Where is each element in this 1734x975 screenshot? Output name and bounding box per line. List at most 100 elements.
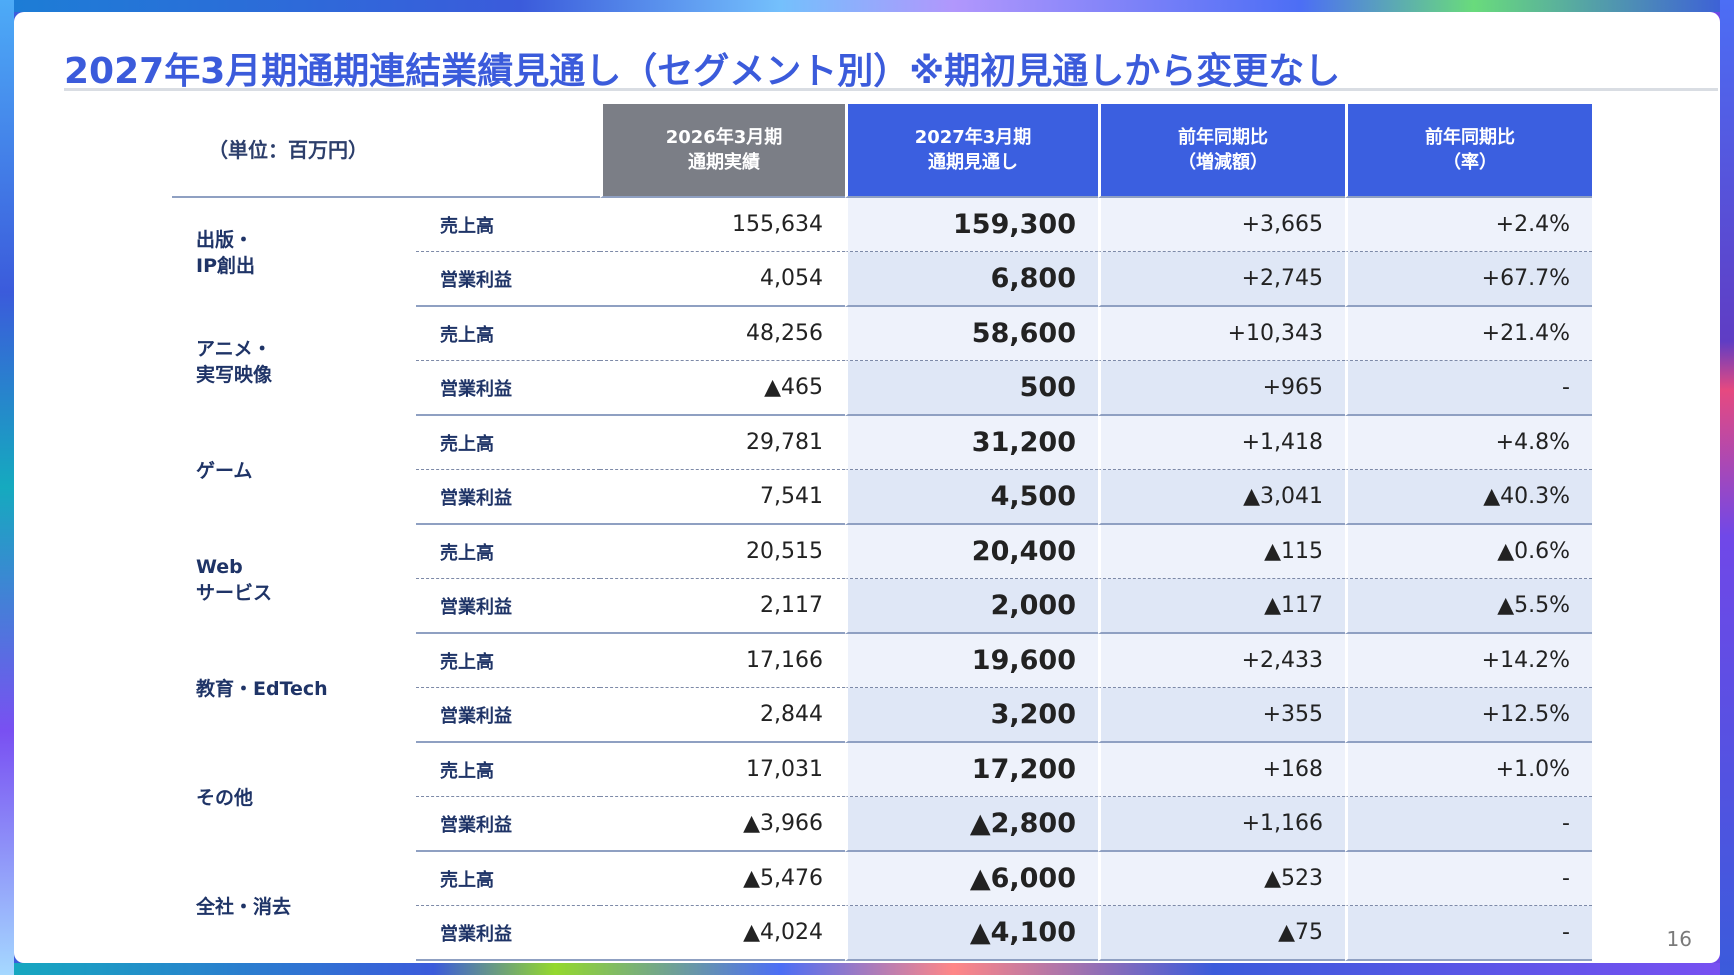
yoy-rate-value: +67.7% bbox=[1345, 252, 1592, 307]
page-title: 2027年3月期通期連結業績見通し（セグメント別）※期初見通しから変更なし bbox=[64, 51, 1341, 92]
segment-name: Web サービス bbox=[196, 555, 273, 604]
forecast-value: 3,200 bbox=[845, 688, 1098, 743]
metric-label: 売上高 bbox=[416, 416, 600, 470]
metric-label: 営業利益 bbox=[416, 906, 600, 961]
table-row: 営業利益 2,117 2,000 ▲117 ▲5.5% bbox=[172, 579, 1592, 634]
table-row: 営業利益 ▲4,024 ▲4,100 ▲75 - bbox=[172, 906, 1592, 961]
yoy-rate-value: +14.2% bbox=[1345, 634, 1592, 688]
yoy-rate-value: +1.0% bbox=[1345, 743, 1592, 797]
segment-forecast-table: （単位：百万円） 2026年3月期 通期実績 2027年3月期 通期見通し 前年同期… bbox=[172, 104, 1592, 961]
column-header-yoy-change: 前年同期比 （増減額） bbox=[1098, 104, 1345, 198]
metric-label: 売上高 bbox=[416, 525, 600, 579]
yoy-rate-value: ▲5.5% bbox=[1345, 579, 1592, 634]
table-row: 全社・消去 売上高 ▲5,476 ▲6,000 ▲523 - bbox=[172, 852, 1592, 918]
metric-label: 売上高 bbox=[416, 634, 600, 688]
forecast-value: 500 bbox=[845, 361, 1098, 416]
yoy-rate-value: - bbox=[1345, 797, 1592, 852]
yoy-change-value: +1,166 bbox=[1098, 797, 1345, 852]
title-divider bbox=[64, 88, 1718, 91]
yoy-rate-value: - bbox=[1345, 906, 1592, 961]
metric-label: 売上高 bbox=[416, 852, 600, 906]
forecast-value: 20,400 bbox=[845, 525, 1098, 579]
metric-label: 営業利益 bbox=[416, 688, 600, 743]
table-row: 営業利益 ▲465 500 +965 - bbox=[172, 361, 1592, 416]
metric-label: 営業利益 bbox=[416, 797, 600, 852]
yoy-change-value: +2,745 bbox=[1098, 252, 1345, 307]
forecast-value: 6,800 bbox=[845, 252, 1098, 307]
forecast-value: ▲4,100 bbox=[845, 906, 1098, 961]
segment-name: 全社・消去 bbox=[196, 895, 292, 918]
forecast-value: 31,200 bbox=[845, 416, 1098, 470]
page-number: 16 bbox=[1666, 927, 1692, 951]
yoy-rate-value: +12.5% bbox=[1345, 688, 1592, 743]
yoy-change-value: ▲3,041 bbox=[1098, 470, 1345, 525]
actual-value: 20,515 bbox=[600, 525, 845, 579]
actual-value: 7,541 bbox=[600, 470, 845, 525]
table-header-row: （単位：百万円） 2026年3月期 通期実績 2027年3月期 通期見通し 前年同期… bbox=[172, 104, 1592, 198]
table-row: 教育・EdTech 売上高 17,166 19,600 +2,433 +14.2… bbox=[172, 634, 1592, 700]
yoy-rate-value: - bbox=[1345, 361, 1592, 416]
actual-value: 4,054 bbox=[600, 252, 845, 307]
segment-name: 出版・ IP創出 bbox=[196, 228, 255, 277]
metric-label: 営業利益 bbox=[416, 361, 600, 416]
yoy-change-value: ▲115 bbox=[1098, 525, 1345, 579]
forecast-value: 58,600 bbox=[845, 307, 1098, 361]
actual-value: 48,256 bbox=[600, 307, 845, 361]
metric-label: 営業利益 bbox=[416, 579, 600, 634]
yoy-change-value: +965 bbox=[1098, 361, 1345, 416]
segment-name: アニメ・ 実写映像 bbox=[196, 337, 273, 386]
metric-label: 売上高 bbox=[416, 198, 600, 252]
actual-value: ▲465 bbox=[600, 361, 845, 416]
table-row: 営業利益 2,844 3,200 +355 +12.5% bbox=[172, 688, 1592, 743]
table-row: その他 売上高 17,031 17,200 +168 +1.0% bbox=[172, 743, 1592, 809]
table-row: 営業利益 7,541 4,500 ▲3,041 ▲40.3% bbox=[172, 470, 1592, 525]
frame-accent-top bbox=[0, 0, 1734, 12]
yoy-rate-value: - bbox=[1345, 852, 1592, 906]
yoy-change-value: ▲523 bbox=[1098, 852, 1345, 906]
segment-name: 教育・EdTech bbox=[196, 677, 328, 700]
slide: 2027年3月期通期連結業績見通し（セグメント別）※期初見通しから変更なし （単… bbox=[14, 12, 1720, 963]
forecast-value: 159,300 bbox=[845, 198, 1098, 252]
segment-name: その他 bbox=[196, 786, 254, 809]
metric-label: 営業利益 bbox=[416, 470, 600, 525]
actual-value: 17,166 bbox=[600, 634, 845, 688]
actual-value: ▲3,966 bbox=[600, 797, 845, 852]
forecast-value: 17,200 bbox=[845, 743, 1098, 797]
actual-value: ▲4,024 bbox=[600, 906, 845, 961]
forecast-value: 2,000 bbox=[845, 579, 1098, 634]
table-row: 出版・ IP創出 売上高 155,634 159,300 +3,665 +2.4% bbox=[172, 198, 1592, 277]
table-row: Web サービス 売上高 20,515 20,400 ▲115 ▲0.6% bbox=[172, 525, 1592, 604]
forecast-value: 19,600 bbox=[845, 634, 1098, 688]
table-row: アニメ・ 実写映像 売上高 48,256 58,600 +10,343 +21.4… bbox=[172, 307, 1592, 386]
frame-accent-bottom bbox=[0, 963, 1734, 975]
yoy-change-value: +10,343 bbox=[1098, 307, 1345, 361]
table-row: 営業利益 4,054 6,800 +2,745 +67.7% bbox=[172, 252, 1592, 307]
forecast-value: ▲2,800 bbox=[845, 797, 1098, 852]
yoy-change-value: ▲117 bbox=[1098, 579, 1345, 634]
column-header-actual: 2026年3月期 通期実績 bbox=[600, 104, 845, 198]
table-body: 出版・ IP創出 売上高 155,634 159,300 +3,665 +2.4%… bbox=[172, 198, 1592, 961]
frame-accent-left bbox=[0, 0, 14, 975]
segment-name: ゲーム bbox=[196, 459, 253, 482]
yoy-change-value: +3,665 bbox=[1098, 198, 1345, 252]
yoy-rate-value: +4.8% bbox=[1345, 416, 1592, 470]
actual-value: 2,844 bbox=[600, 688, 845, 743]
table-row: ゲーム 売上高 29,781 31,200 +1,418 +4.8% bbox=[172, 416, 1592, 482]
metric-label: 営業利益 bbox=[416, 252, 600, 307]
column-header-yoy-rate: 前年同期比 （率） bbox=[1345, 104, 1592, 198]
frame-accent-right bbox=[1720, 0, 1734, 975]
metric-label: 売上高 bbox=[416, 743, 600, 797]
unit-label: （単位：百万円） bbox=[172, 104, 600, 198]
actual-value: 155,634 bbox=[600, 198, 845, 252]
yoy-rate-value: +2.4% bbox=[1345, 198, 1592, 252]
metric-label: 売上高 bbox=[416, 307, 600, 361]
actual-value: ▲5,476 bbox=[600, 852, 845, 906]
yoy-rate-value: ▲0.6% bbox=[1345, 525, 1592, 579]
actual-value: 2,117 bbox=[600, 579, 845, 634]
table-row: 営業利益 ▲3,966 ▲2,800 +1,166 - bbox=[172, 797, 1592, 852]
yoy-rate-value: +21.4% bbox=[1345, 307, 1592, 361]
actual-value: 17,031 bbox=[600, 743, 845, 797]
yoy-change-value: +168 bbox=[1098, 743, 1345, 797]
forecast-value: 4,500 bbox=[845, 470, 1098, 525]
actual-value: 29,781 bbox=[600, 416, 845, 470]
